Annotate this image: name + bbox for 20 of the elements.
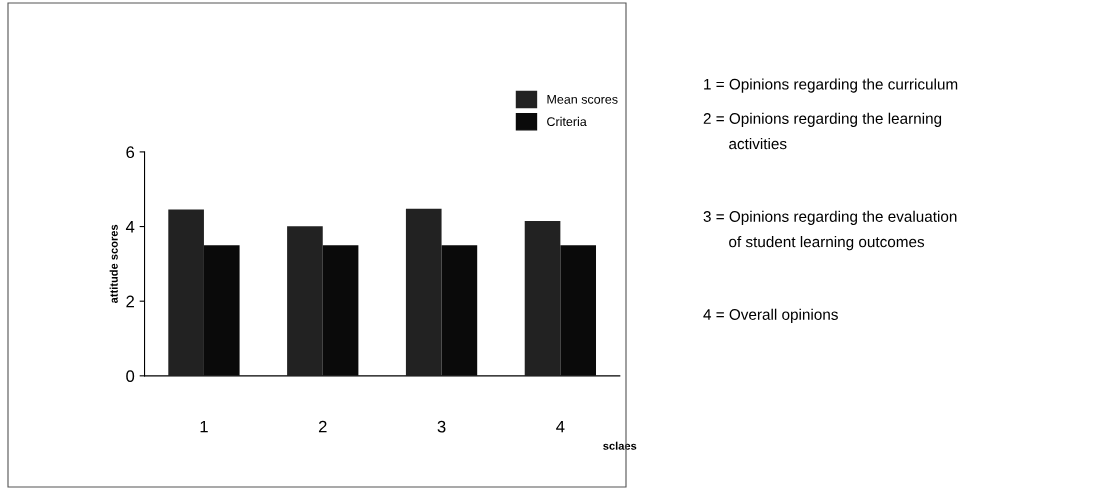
bar: [524, 220, 561, 376]
text: 2 = Opinions regarding the learning activities: [703, 112, 942, 150]
x-axis-title: sclaes: [603, 441, 637, 450]
x-tick-label: 3: [437, 420, 446, 433]
text: 4 = Overall opinions: [703, 308, 838, 323]
x-tick-label: 2: [318, 420, 327, 433]
y-tick-label: 2: [126, 295, 134, 308]
x-tick-label: 1: [200, 420, 208, 433]
y-tick-label: 0: [126, 370, 135, 383]
text: 3 = Opinions regarding the evaluation of student learning outcomes: [703, 210, 957, 251]
legend-label: Mean scores: [547, 95, 618, 104]
bar: [168, 209, 204, 376]
bar: [405, 208, 442, 376]
y-tick-label: 4: [125, 221, 135, 233]
y-axis-title: attitude scores: [109, 224, 118, 304]
legend-label: Criteria: [547, 116, 587, 127]
bar: [287, 226, 323, 376]
x-tick-label: 4: [556, 420, 565, 433]
text: 1 = Opinions regarding the curriculum: [704, 78, 958, 93]
y-tick-label: 6: [126, 146, 135, 159]
